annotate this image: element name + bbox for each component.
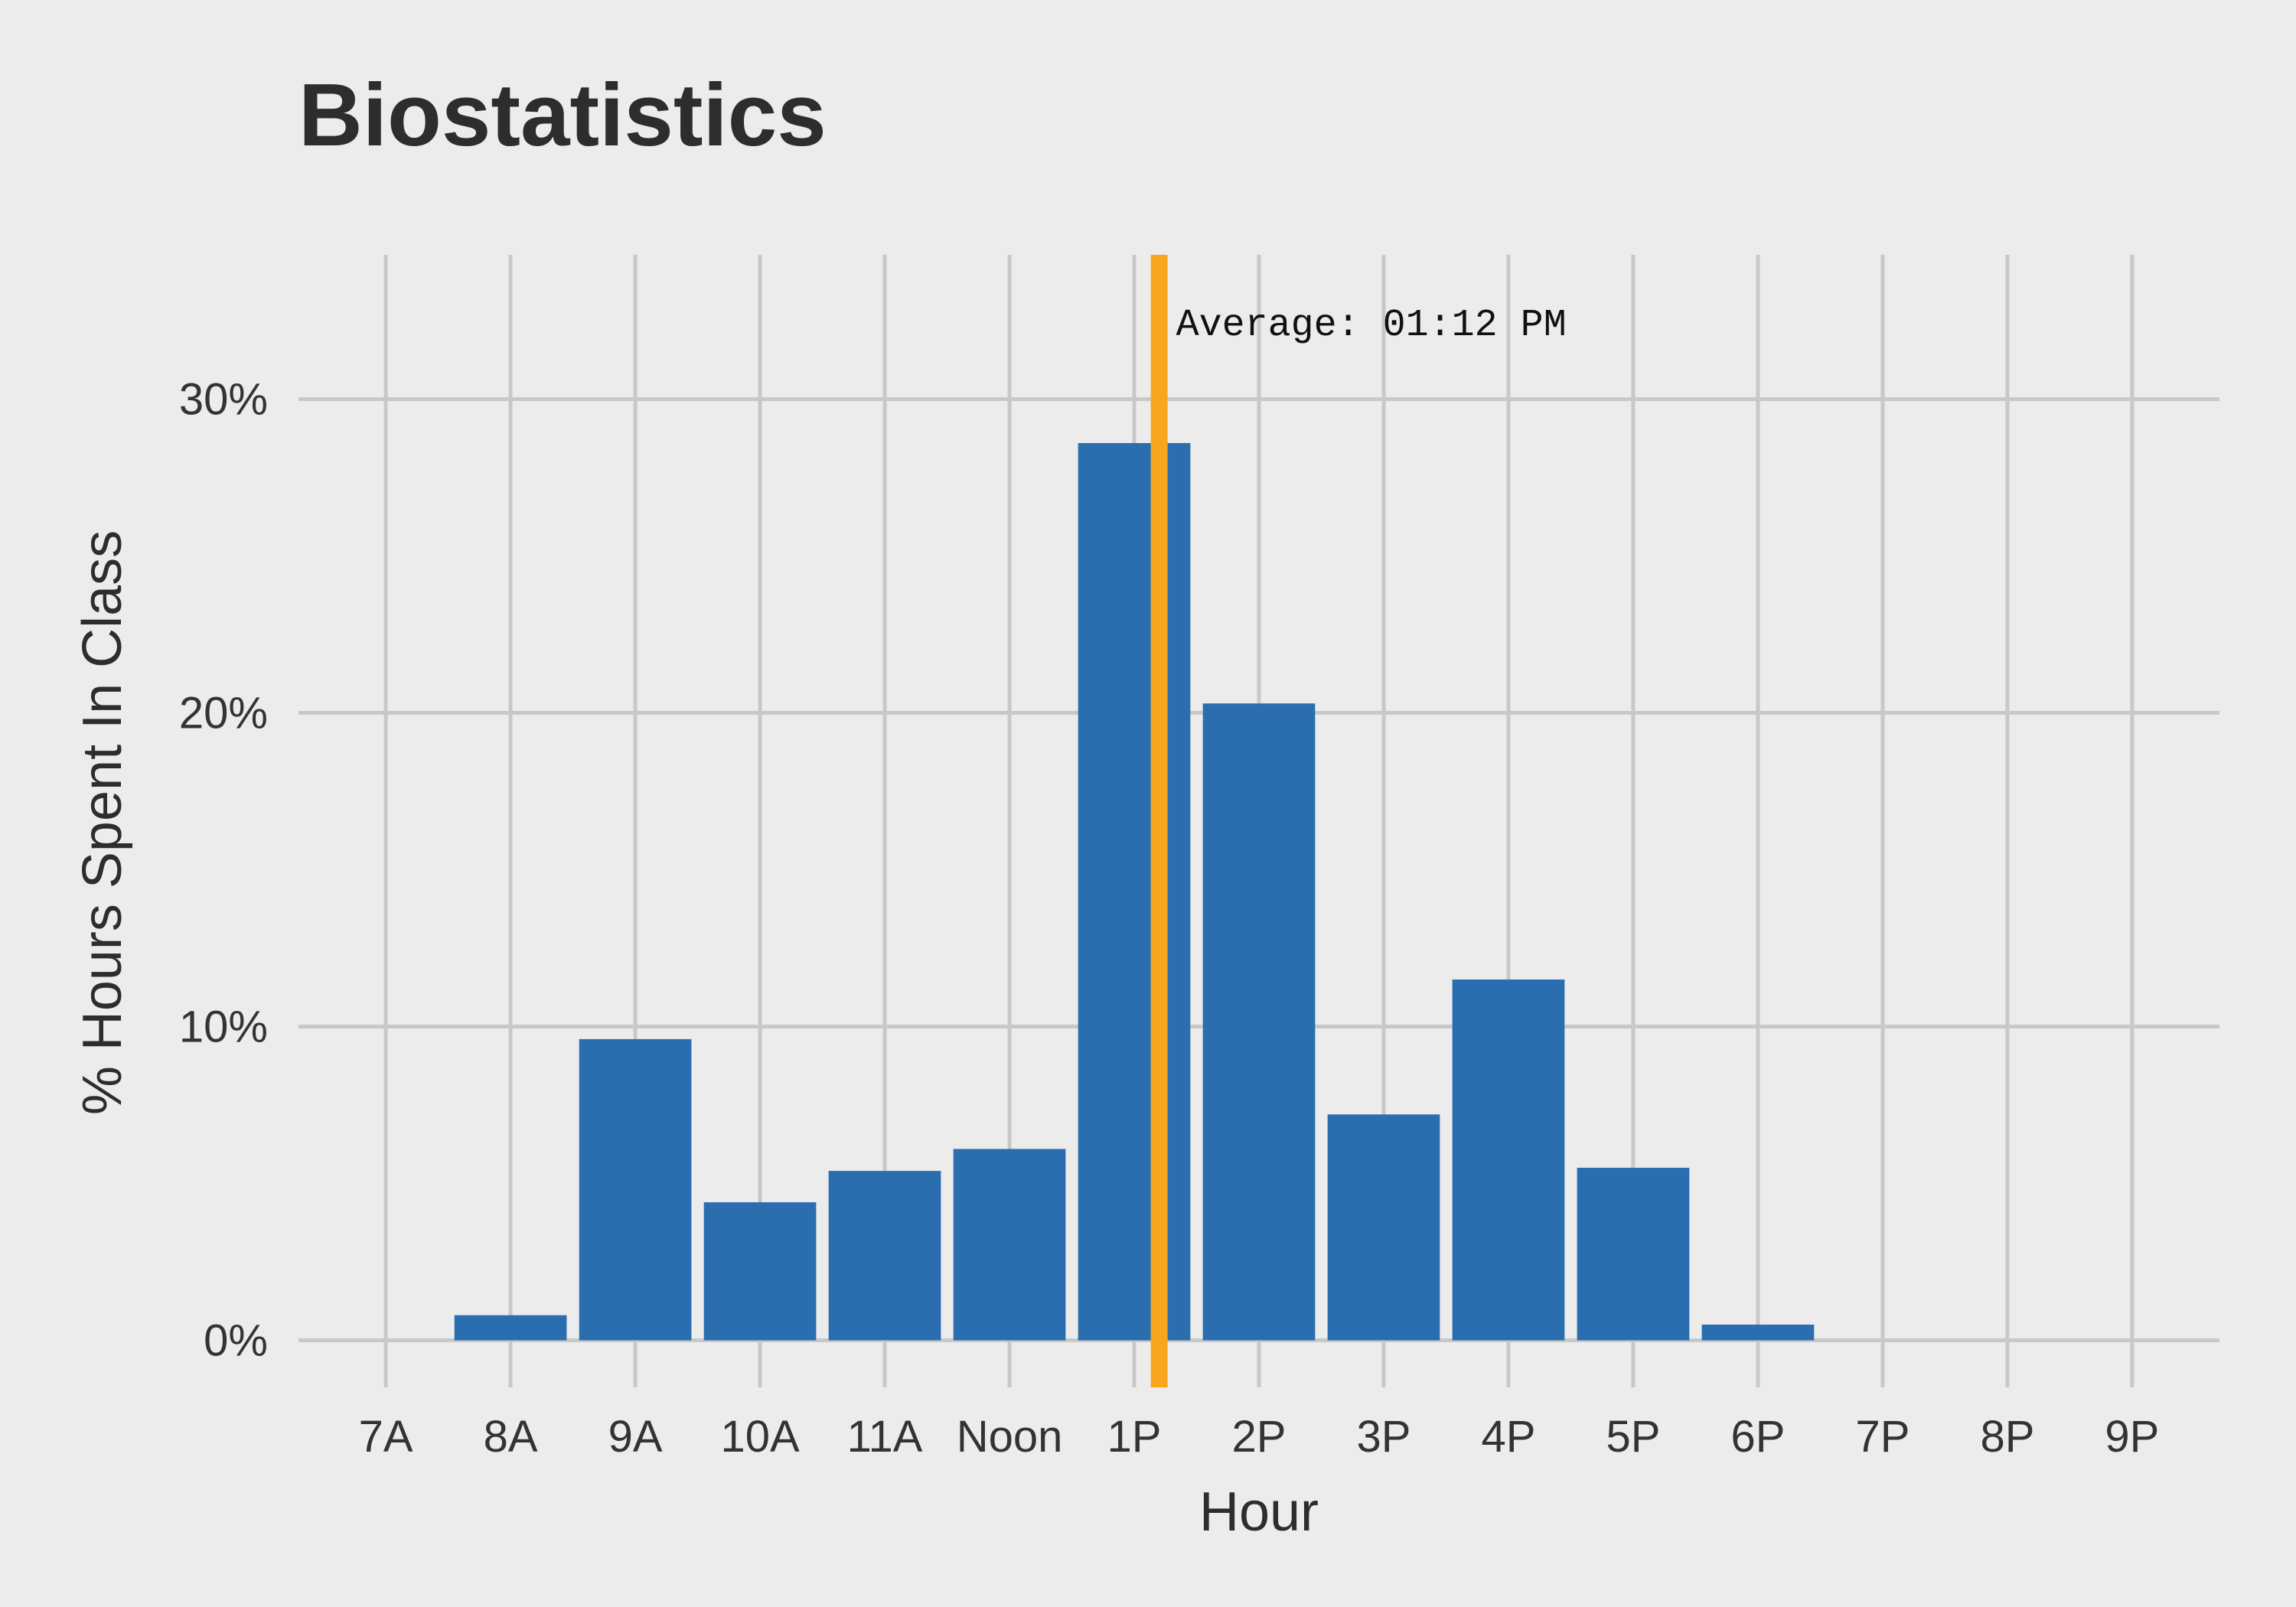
bar — [953, 1149, 1066, 1341]
y-tick-label: 30% — [179, 375, 268, 425]
y-tick-label: 0% — [204, 1316, 268, 1366]
x-tick-label: 9P — [2105, 1412, 2159, 1462]
bar — [579, 1038, 692, 1341]
x-tick-label: 5P — [1606, 1412, 1660, 1462]
y-tick-labels: 0% 10% 20% 30% — [179, 375, 268, 1366]
x-tick-label: Noon — [957, 1412, 1063, 1462]
bar — [1701, 1325, 1815, 1341]
x-tick-label: 11A — [847, 1412, 923, 1462]
chart-title: Biostatistics — [298, 65, 827, 165]
x-tick-label: 2P — [1232, 1412, 1287, 1462]
x-tick-label: 9A — [608, 1412, 663, 1462]
bar — [454, 1315, 567, 1341]
bar — [1452, 980, 1565, 1341]
x-tick-label: 10A — [720, 1412, 800, 1462]
average-label: Average: 01:12 PM — [1176, 304, 1567, 347]
bars — [454, 442, 1815, 1341]
bar — [1202, 703, 1316, 1341]
x-tick-label: 4P — [1481, 1412, 1535, 1462]
x-tick-label: 8P — [1980, 1412, 2034, 1462]
y-axis-title: % Hours Spent In Class — [72, 530, 133, 1115]
x-tick-labels: 7A 8A 9A 10A 11A Noon 1P 2P 3P 4P 5P 6P 7P 8P 9P — [359, 1412, 2160, 1462]
x-axis-title: Hour — [1199, 1482, 1319, 1543]
y-tick-label: 10% — [179, 1002, 268, 1052]
x-tick-label: 7A — [359, 1412, 413, 1462]
bar — [828, 1171, 941, 1341]
y-tick-label: 20% — [179, 689, 268, 738]
x-tick-label: 8A — [484, 1412, 538, 1462]
x-tick-label: 7P — [1855, 1412, 1910, 1462]
x-tick-label: 1P — [1107, 1412, 1162, 1462]
bar — [1327, 1114, 1440, 1341]
bar — [703, 1202, 817, 1341]
bar — [1577, 1168, 1690, 1341]
bar — [1078, 442, 1191, 1341]
x-tick-label: 3P — [1357, 1412, 1411, 1462]
average-marker: Average: 01:12 PM — [1150, 255, 1567, 1387]
x-tick-label: 6P — [1730, 1412, 1785, 1462]
